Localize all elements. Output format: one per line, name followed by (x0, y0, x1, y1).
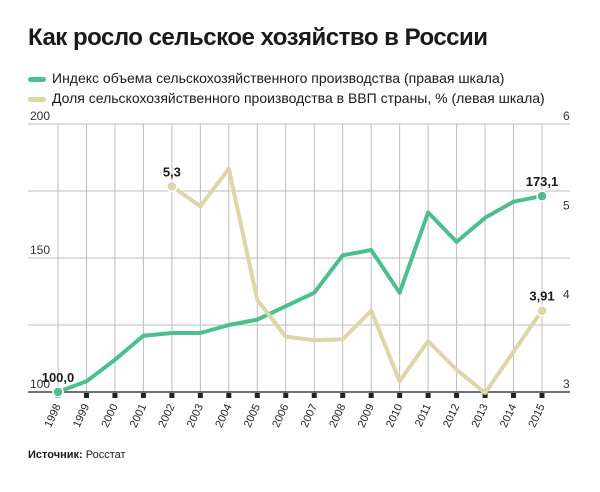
right-axis-tick-label: 4 (563, 288, 570, 302)
legend-swatch-beige (28, 96, 46, 102)
x-tick-label: 2011 (413, 402, 434, 429)
right-axis-tick-label: 6 (563, 109, 570, 123)
x-tick-mark (511, 393, 517, 398)
x-tick-label: 2005 (242, 402, 263, 429)
x-tick-mark (197, 393, 203, 398)
left-axis-tick-label: 200 (30, 109, 50, 123)
x-tick-mark (454, 393, 460, 398)
x-tick-mark (482, 393, 488, 398)
right-axis-tick-label: 3 (563, 377, 570, 391)
legend-item-share: Доля сельскохозяйственного производства … (28, 90, 545, 108)
x-tick-mark (425, 393, 431, 398)
x-tick-label: 2008 (327, 402, 348, 429)
source-value: Росстат (85, 449, 126, 461)
x-tick-label: 2009 (356, 402, 377, 429)
line-chart: 200 150 100 6 5 4 3 1998 1999 2000 2001 2002 2003 200… (28, 109, 570, 429)
x-tick-label: 2006 (270, 402, 291, 429)
x-tick-mark (340, 393, 346, 398)
x-tick-label: 2013 (470, 402, 491, 429)
x-tick-label: 2014 (498, 402, 519, 429)
x-tick-mark (169, 393, 175, 398)
x-tick-mark (226, 393, 232, 398)
x-tick-mark (539, 393, 545, 398)
x-tick-label: 2007 (299, 402, 320, 429)
legend-swatch-green (28, 76, 46, 82)
source-note: Источник: Росстат (28, 449, 126, 461)
x-tick-mark (397, 393, 403, 398)
x-tick-label: 2002 (156, 402, 177, 429)
x-tick-mark (311, 393, 317, 398)
x-tick-mark (254, 393, 260, 398)
x-tick-mark (368, 393, 374, 398)
series-line-index (56, 194, 544, 394)
x-tick-mark (140, 393, 146, 398)
data-label: 5,3 (163, 165, 181, 180)
data-label: 3,91 (529, 289, 554, 304)
x-tick-label: 2000 (99, 402, 120, 429)
x-tick-label: 1998 (42, 402, 63, 429)
x-tick-label: 2004 (213, 402, 234, 429)
left-axis-tick-label: 150 (30, 243, 50, 257)
source-label: Источник: (28, 449, 83, 461)
data-point-marker (536, 304, 548, 317)
x-tick-label: 2012 (441, 402, 462, 429)
data-point-marker (52, 386, 64, 398)
legend-label: Индекс объема сельскохозяйственного прои… (52, 70, 505, 86)
data-point-marker (166, 180, 178, 193)
left-axis-tick-label: 100 (30, 377, 50, 391)
legend-item-index: Индекс объема сельскохозяйственного прои… (28, 70, 504, 88)
right-axis-tick-label: 5 (563, 198, 570, 212)
legend-label: Доля сельскохозяйственного производства … (52, 90, 545, 106)
x-tick-mark (283, 393, 289, 398)
data-label: 173,1 (526, 174, 559, 189)
data-point-marker (536, 190, 548, 202)
series-line-share (169, 166, 544, 395)
x-tick-mark (83, 393, 89, 398)
x-tick-label: 2010 (384, 402, 405, 429)
x-tick-label: 2015 (526, 402, 547, 429)
x-tick-label: 2001 (128, 402, 149, 429)
x-tick-label: 1999 (71, 402, 92, 429)
x-tick-mark (112, 393, 118, 398)
page-title: Как росло сельское хозяйство в России (28, 24, 488, 51)
x-tick-label: 2003 (185, 402, 206, 429)
data-label: 100,0 (42, 370, 75, 385)
